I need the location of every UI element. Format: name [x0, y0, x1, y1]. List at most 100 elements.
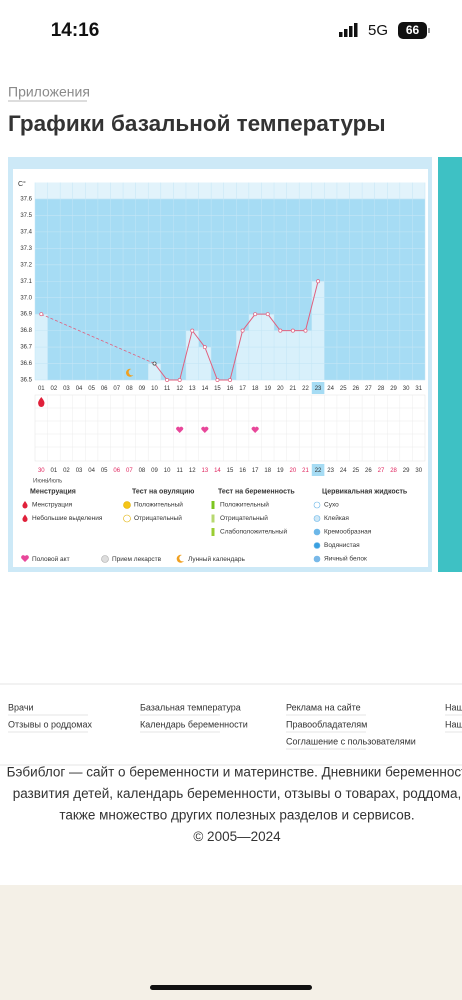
footer-link[interactable]: Реклама на сайте — [286, 702, 361, 712]
legend-icon — [313, 555, 321, 563]
x-tick-label: 31 — [415, 386, 422, 392]
x-tick-label: 05 — [88, 386, 95, 392]
date-label: 06 — [113, 468, 120, 474]
date-label: 10 — [164, 468, 171, 474]
legend-item: Клейкая — [324, 514, 349, 522]
x-tick-label: 08 — [126, 386, 133, 392]
point — [152, 361, 157, 366]
y-tick-label: 37.4 — [20, 229, 32, 235]
x-tick-label: 20 — [277, 386, 284, 392]
plot-top — [35, 182, 425, 199]
legend-icon — [313, 542, 321, 549]
point — [215, 378, 220, 382]
legend-item: Половой акт — [32, 555, 70, 563]
legend-item: Слабоположительный — [220, 528, 288, 536]
point — [303, 328, 308, 333]
x-tick-label: 02 — [51, 386, 58, 392]
date-label: 01 — [51, 468, 58, 474]
x-tick-label: 29 — [390, 386, 397, 392]
x-tick-label: 19 — [264, 386, 271, 392]
x-tick-label: 01 — [38, 386, 45, 392]
breadcrumb[interactable]: Приложения — [8, 84, 90, 100]
footer-link[interactable]: Наш — [445, 719, 462, 729]
side-panel — [438, 157, 462, 572]
point — [190, 328, 195, 333]
point — [240, 328, 245, 333]
legend-item: Небольшие выделения — [32, 514, 103, 522]
legend-icon — [123, 501, 131, 509]
footer-pattern — [0, 885, 462, 1000]
gap-connector — [41, 313, 155, 364]
y-tick-label: 37.2 — [20, 262, 32, 268]
y-tick-label: 37.1 — [20, 279, 32, 285]
date-label: 14 — [214, 468, 221, 474]
date-label: 16 — [239, 468, 246, 474]
bar — [286, 330, 300, 380]
y-unit: C° — [18, 180, 26, 188]
legend-icon — [21, 555, 29, 562]
x-tick-label: 25 — [340, 386, 347, 392]
highlight-day — [311, 382, 325, 394]
x-tick-label: 15 — [214, 386, 221, 392]
legend-item: Водянистая — [324, 542, 360, 549]
legend-item: Положительный — [134, 501, 183, 509]
page-title: Графики базальной температуры — [8, 111, 386, 136]
footer-link[interactable]: Базальная температура — [140, 702, 241, 712]
footer-link[interactable]: Правообладателям — [286, 719, 367, 729]
x-tick-label: 06 — [101, 386, 108, 392]
legend-icon — [211, 528, 215, 536]
bar — [148, 363, 161, 380]
legend-item: Положительный — [220, 501, 269, 509]
date-label: 13 — [201, 468, 208, 474]
y-tick-label: 37.5 — [20, 213, 32, 219]
footer-link[interactable]: Наш — [445, 702, 462, 712]
moon-mark — [126, 368, 134, 377]
legend-item: Лунный календарь — [188, 555, 245, 563]
x-tick-label: 11 — [164, 386, 171, 392]
date-label: 15 — [227, 468, 234, 474]
date-label: 08 — [139, 468, 146, 474]
date-label: 17 — [252, 468, 259, 474]
footer-link[interactable]: Календарь беременности — [140, 719, 248, 729]
footer-link[interactable]: Врачи — [8, 702, 34, 712]
point — [165, 378, 170, 382]
footer-link[interactable]: Соглашение с пользователями — [286, 736, 416, 746]
x-tick-label: 07 — [113, 386, 120, 392]
plot-area — [35, 198, 425, 380]
about-text: © 2005—2024 — [193, 829, 281, 844]
x-tick-label: 14 — [201, 386, 208, 392]
highlight-date — [311, 464, 325, 476]
point — [228, 378, 232, 382]
bar — [236, 330, 249, 380]
legend-item: Отрицательный — [134, 514, 182, 522]
legend-icon — [313, 501, 321, 509]
legend-icon — [123, 514, 131, 523]
heart-mark — [176, 426, 184, 433]
y-tick-label: 37.0 — [20, 295, 32, 301]
x-tick-label: 13 — [189, 386, 196, 392]
y-tick-label: 37.6 — [20, 197, 32, 203]
legend-icon — [22, 501, 28, 509]
date-label: 27 — [378, 468, 385, 474]
month-label: Июнь — [33, 479, 48, 485]
date-label: 04 — [88, 468, 95, 474]
signal-icon — [339, 23, 358, 37]
about-text: Бэбиблог — сайт о беременности и материн… — [7, 765, 462, 780]
x-tick-label: 30 — [403, 386, 410, 392]
date-label: 26 — [365, 468, 372, 474]
bar — [274, 330, 287, 380]
y-tick-label: 36.6 — [20, 361, 32, 367]
date-label: 05 — [101, 468, 108, 474]
legend-icon — [211, 501, 215, 509]
point — [202, 345, 207, 350]
legend-item: Яичный белок — [324, 555, 367, 563]
about-text: также множество других полезных разделов… — [59, 808, 414, 823]
point — [278, 328, 283, 333]
footer-link[interactable]: Отзывы о роддомах — [8, 719, 92, 729]
date-label: 30 — [415, 468, 422, 474]
legend-item: Сухо — [324, 502, 339, 509]
point — [265, 312, 270, 317]
legend-heading: Тест на беременность — [218, 487, 295, 495]
